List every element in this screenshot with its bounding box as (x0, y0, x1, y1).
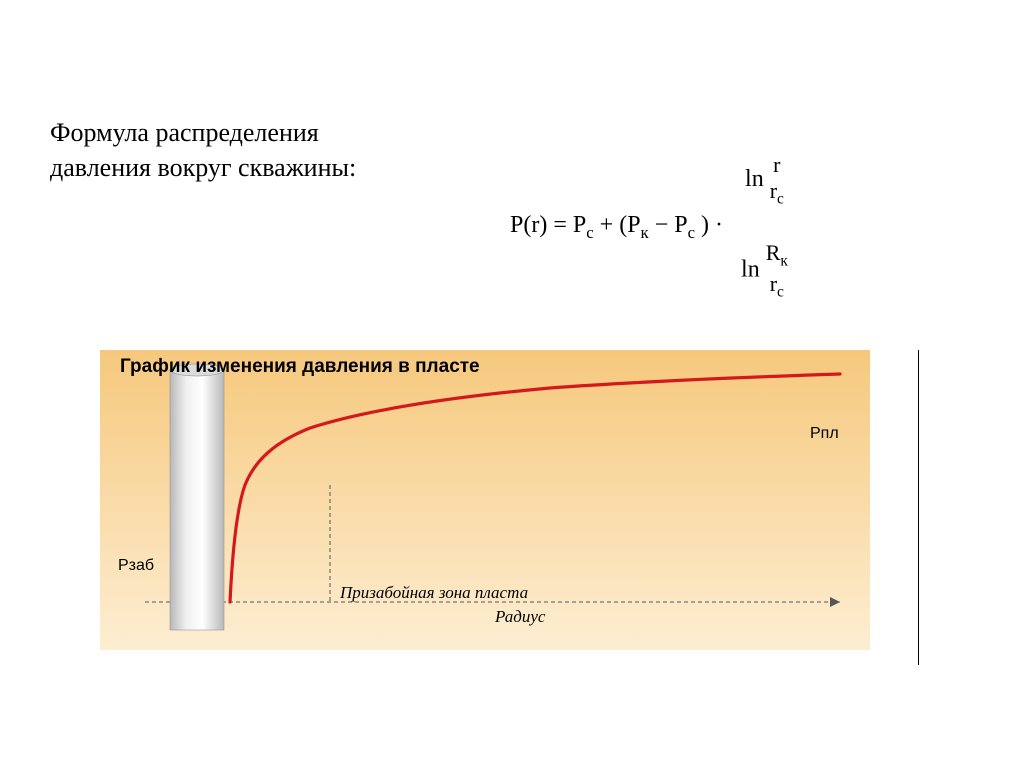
chart-title: График изменения давления в пласте (120, 356, 480, 378)
chart: График изменения давления в пласте PзабP… (100, 350, 910, 655)
svg-text:Призабойная зона пласта: Призабойная зона пласта (339, 583, 528, 602)
formula-fraction: ln r rc ln Rк rc (735, 150, 794, 304)
frac-denominator: ln Rк rc (735, 238, 794, 304)
heading-line2: давления вокруг скважины: (50, 153, 356, 182)
svg-text:Pзаб: Pзаб (118, 557, 154, 574)
heading: Формула распределения давления вокруг ск… (50, 115, 356, 185)
formula: P(r) = Pс + (Pк − Pс ) · ln r rc ln Rк r… (510, 150, 794, 304)
right-border (918, 350, 919, 665)
heading-line1: Формула распределения (50, 118, 319, 147)
svg-text:Радиус: Радиус (494, 607, 546, 626)
svg-text:Pпл: Pпл (810, 425, 839, 442)
chart-svg: Pзаб Pпл Призабойная зона пласта Радиус (100, 350, 870, 650)
frac-numerator: ln r rc (735, 150, 794, 211)
formula-main: P(r) = Pс + (Pк − Pс ) · (510, 212, 723, 243)
